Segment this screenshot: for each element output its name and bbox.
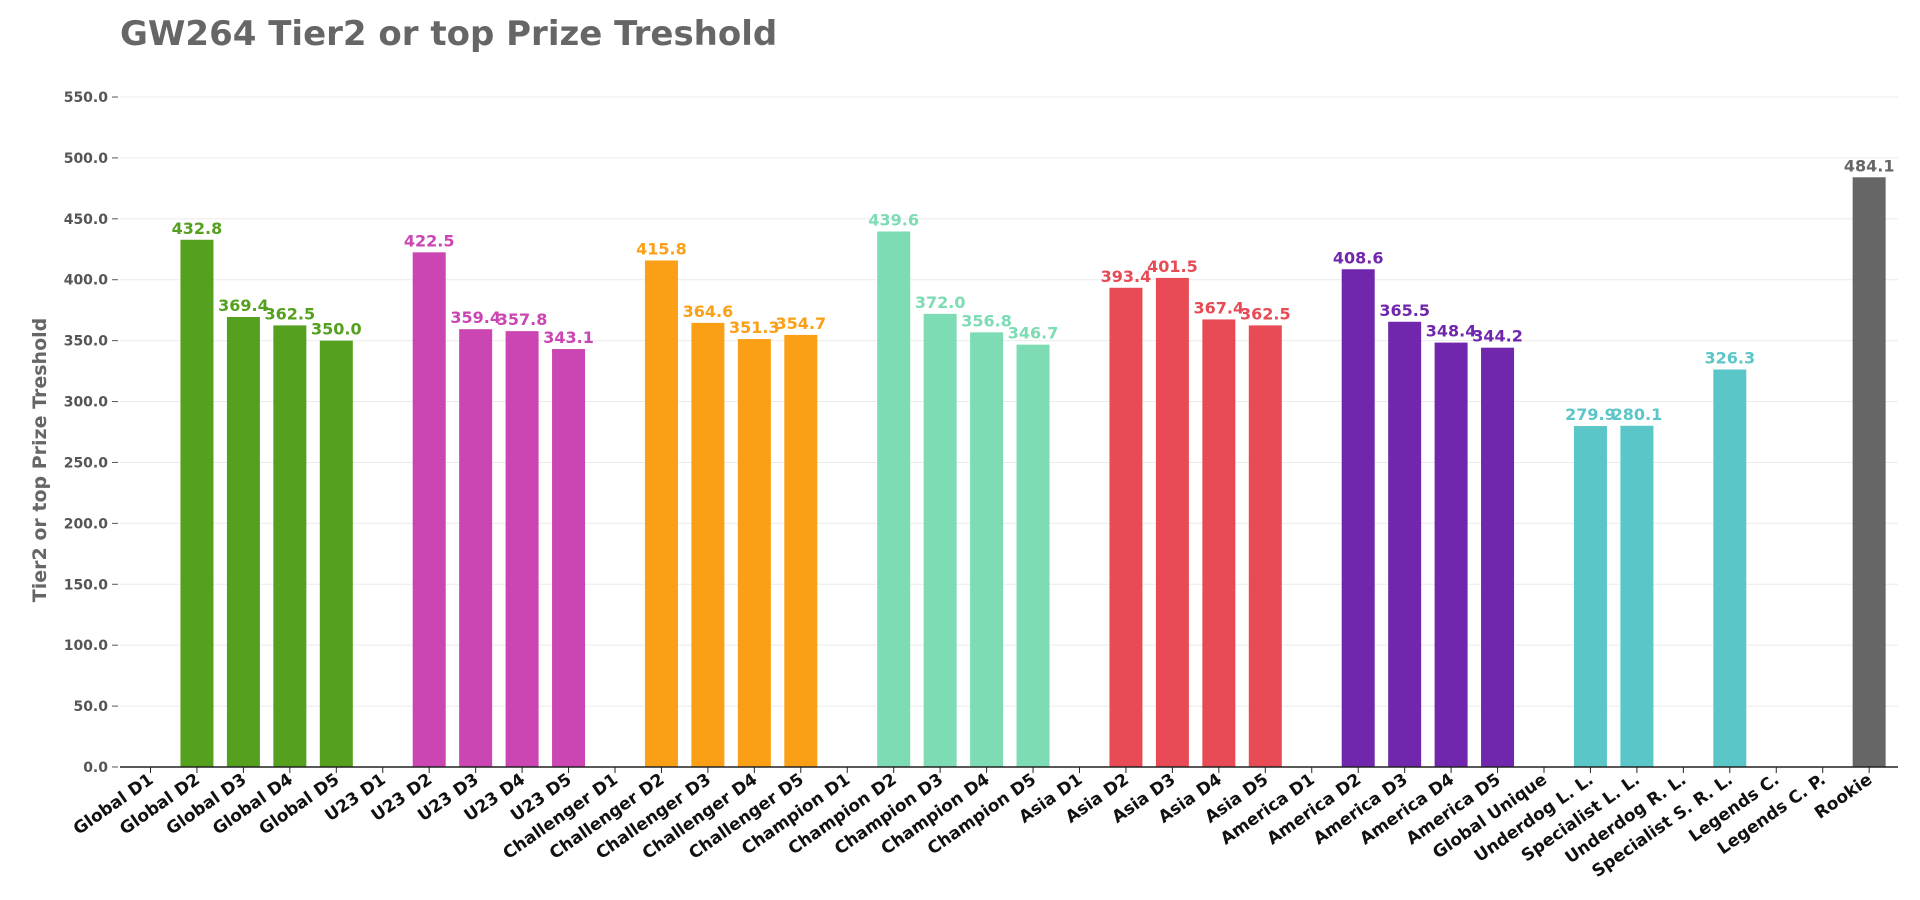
bar-value-label: 365.5 (1379, 301, 1430, 320)
chart-title: GW264 Tier2 or top Prize Treshold (120, 14, 777, 54)
y-axis-label: Tier2 or top Prize Treshold (29, 318, 51, 602)
bar-value-label: 354.7 (775, 314, 826, 333)
bar-value-label: 356.8 (961, 311, 1012, 330)
y-tick-label: 500.0 (64, 151, 109, 167)
bar (273, 325, 307, 767)
bar-value-label: 422.5 (404, 231, 455, 250)
bar-value-label: 362.5 (1240, 304, 1291, 323)
bar (1434, 342, 1468, 767)
bars (180, 177, 1886, 768)
bar-value-label: 343.1 (543, 328, 594, 347)
y-tick-label: 350.0 (64, 334, 109, 350)
bar-value-label: 357.8 (497, 310, 548, 329)
y-tick-label: 550.0 (64, 90, 109, 106)
y-axis-ticks: 0.0 50.0 100.0 150.0 200.0 250.0 300.0 350.0 400… (64, 90, 118, 776)
y-tick-label: 200.0 (64, 516, 109, 532)
bar (1248, 325, 1282, 767)
bar-value-label: 351.3 (729, 318, 780, 337)
bar-value-label: 439.6 (868, 210, 919, 229)
bar (1481, 347, 1515, 767)
bar (552, 349, 586, 767)
y-tick-label: 300.0 (64, 395, 109, 411)
y-tick-label: 450.0 (64, 212, 109, 228)
bar (784, 334, 818, 767)
bar (1202, 319, 1236, 767)
bar (1713, 369, 1747, 767)
bar-value-label: 432.8 (172, 219, 223, 238)
bar-value-label: 280.1 (1612, 405, 1663, 424)
bar (319, 340, 353, 767)
bar (877, 231, 911, 767)
bar-value-label: 415.8 (636, 239, 687, 258)
bar-value-label: 279.9 (1565, 405, 1616, 424)
bar-value-label: 362.5 (265, 304, 316, 323)
bar (459, 329, 493, 767)
bar-value-label: 484.1 (1844, 156, 1895, 175)
bar-value-label: 344.2 (1472, 327, 1523, 346)
bar-value-label: 369.4 (218, 296, 269, 315)
y-tick-label: 0.0 (83, 760, 108, 776)
bar (505, 331, 539, 767)
bar-value-label: 348.4 (1426, 322, 1477, 341)
bar (1573, 426, 1607, 767)
bar (1155, 277, 1189, 767)
bar-value-label: 364.6 (683, 302, 734, 321)
bar (1388, 321, 1422, 767)
y-tick-label: 150.0 (64, 577, 109, 593)
bar-value-label: 401.5 (1147, 257, 1198, 276)
bar (644, 260, 678, 767)
bar-value-label: 346.7 (1008, 324, 1059, 343)
bar-value-label: 393.4 (1101, 267, 1152, 286)
bar-value-label: 408.6 (1333, 248, 1384, 267)
bar (1016, 344, 1050, 767)
bar (923, 313, 957, 767)
y-tick-label: 400.0 (64, 273, 109, 289)
y-tick-label: 50.0 (73, 699, 108, 715)
bar (737, 339, 771, 767)
bar-value-label: 372.0 (915, 293, 966, 312)
bar-value-label: 326.3 (1704, 349, 1755, 368)
data-labels: 432.8369.4362.5350.0422.5359.4357.8343.1… (172, 156, 1895, 424)
bar-value-label: 350.0 (311, 320, 362, 339)
bar-value-label: 359.4 (450, 308, 501, 327)
bar-value-label: 367.4 (1194, 298, 1245, 317)
y-tick-label: 250.0 (64, 455, 109, 471)
bar (412, 252, 446, 767)
bar (970, 332, 1004, 767)
bar (1620, 425, 1654, 767)
bar (691, 322, 725, 767)
bar (226, 317, 260, 767)
bar (1341, 269, 1375, 767)
bar (1109, 287, 1143, 767)
bar (1852, 177, 1886, 767)
y-tick-label: 100.0 (64, 638, 109, 654)
bar (180, 239, 214, 768)
